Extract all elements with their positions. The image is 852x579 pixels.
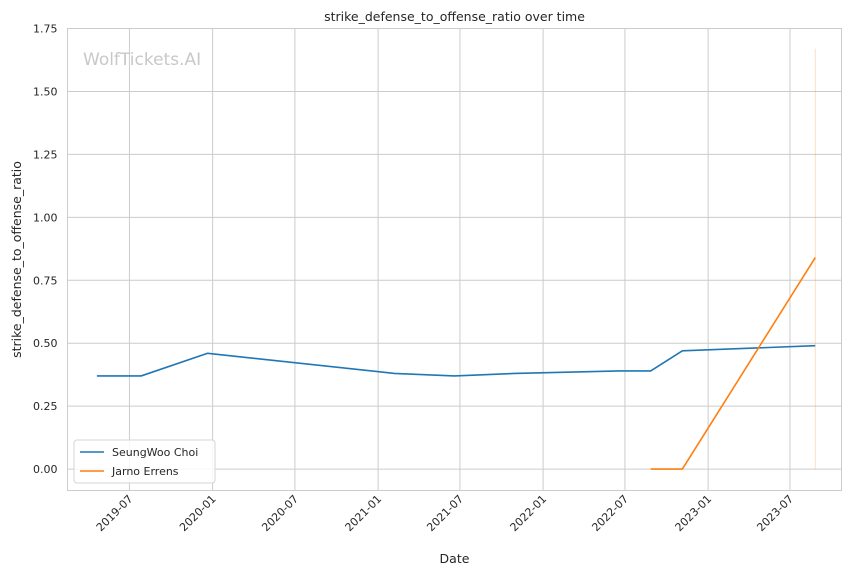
y-tick-label: 0.00 bbox=[33, 463, 58, 476]
x-tick-label: 2023-07 bbox=[754, 492, 796, 534]
x-tick-label: 2020-01 bbox=[177, 492, 219, 534]
y-axis-label: strike_defense_to_offense_ratio bbox=[9, 161, 24, 358]
y-tick-label: 1.50 bbox=[33, 85, 58, 98]
x-axis-label: Date bbox=[440, 551, 470, 566]
legend-label: Jarno Errens bbox=[111, 465, 179, 478]
x-axis-ticks: 2019-07 2020-01 2020-07 2021-01 2021-07 2022-… bbox=[94, 492, 796, 534]
legend-label: SeungWoo Choi bbox=[112, 446, 198, 459]
series-line bbox=[650, 257, 816, 470]
y-tick-label: 1.75 bbox=[33, 23, 58, 36]
series-line bbox=[96, 344, 816, 377]
y-tick-label: 1.00 bbox=[33, 211, 58, 224]
y-tick-label: 0.25 bbox=[33, 400, 58, 413]
x-tick-label: 2022-07 bbox=[589, 492, 631, 534]
legend-box bbox=[73, 439, 216, 484]
series-layer bbox=[96, 48, 816, 470]
x-tick-label: 2022-01 bbox=[508, 492, 550, 534]
legend: SeungWoo Choi Jarno Errens bbox=[73, 439, 216, 484]
x-tick-label: 2021-01 bbox=[343, 492, 385, 534]
y-tick-label: 0.50 bbox=[33, 337, 58, 350]
watermark: WolfTickets.AI bbox=[83, 50, 201, 70]
x-tick-label: 2021-07 bbox=[424, 492, 466, 534]
y-tick-label: 1.25 bbox=[33, 148, 58, 161]
x-tick-label: 2020-07 bbox=[259, 492, 301, 534]
y-axis-ticks: 0.00 0.25 0.50 0.75 1.00 1.25 1.50 1.75 bbox=[33, 23, 58, 477]
x-tick-label: 2023-01 bbox=[673, 492, 715, 534]
chart-title: strike_defense_to_offense_ratio over tim… bbox=[324, 9, 585, 24]
x-tick-label: 2019-07 bbox=[94, 492, 136, 534]
plot-area-frame bbox=[67, 28, 842, 491]
grid bbox=[67, 28, 842, 491]
y-tick-label: 0.75 bbox=[33, 274, 58, 287]
